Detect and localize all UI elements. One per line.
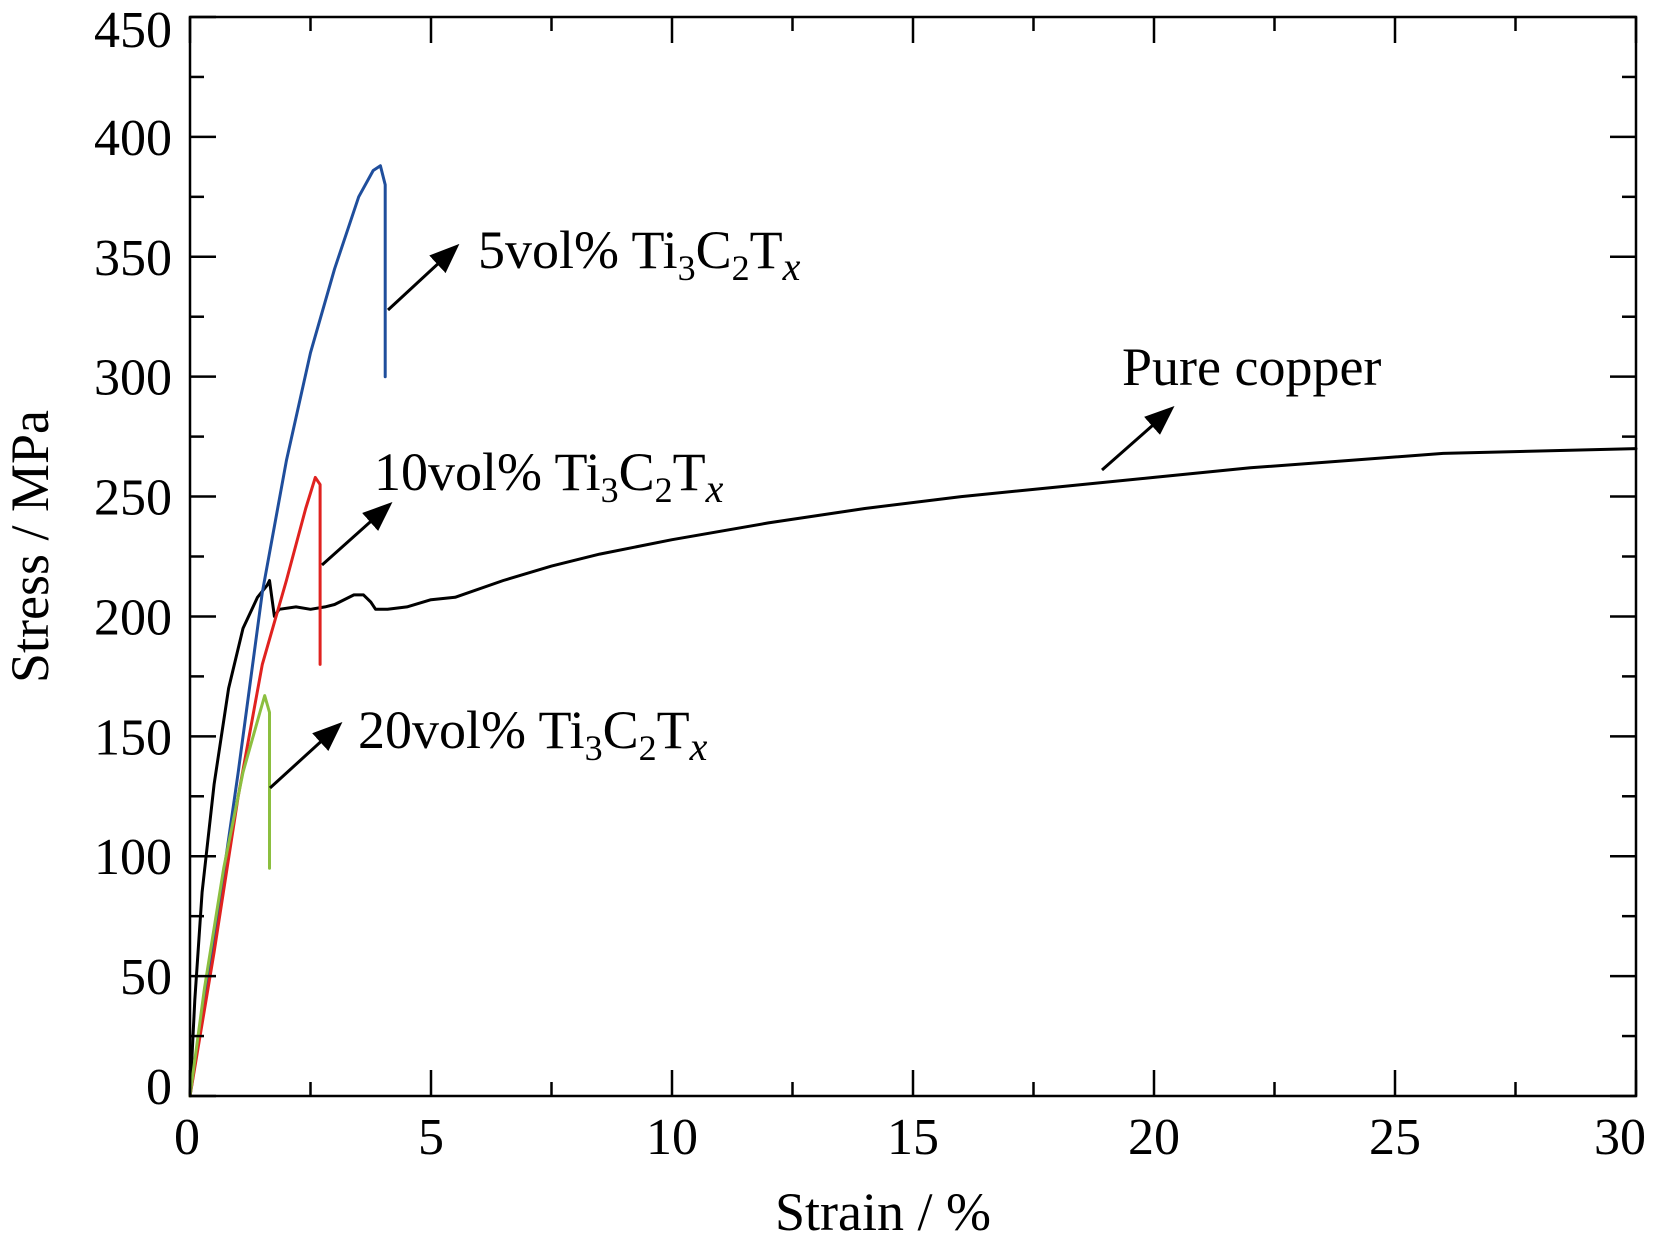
y-tick-label: 450 [94, 2, 172, 59]
y-tick-label: 250 [94, 470, 172, 527]
label-20vol: 20vol% Ti3C2Tx [358, 700, 708, 769]
series-line-1 [188, 164, 387, 1098]
label-20vol-main: 20vol% Ti [358, 700, 585, 760]
label-5vol-sub1: 3 [678, 248, 696, 288]
arrow-20vol [268, 721, 343, 790]
arrow-5vol [386, 243, 460, 312]
label-10vol-sub1: 3 [601, 470, 619, 510]
arrow-10vol [321, 502, 393, 567]
label-5vol-main: 5vol% Ti [478, 220, 678, 280]
label-5vol-sub3: x [782, 244, 801, 289]
y-tick-label: 400 [94, 110, 172, 167]
label-10vol-main: 10vol% Ti [374, 442, 601, 502]
x-tick-label: 5 [418, 1109, 444, 1166]
label-5vol-mid2: T [750, 220, 783, 280]
y-tick-label: 100 [94, 829, 172, 886]
y-tick-label: 150 [94, 709, 172, 766]
plot-frame [188, 15, 1638, 1098]
label-5vol-mid1: C [696, 220, 732, 280]
label-10vol-sub3: x [705, 466, 724, 511]
x-tick-label: 25 [1369, 1109, 1421, 1166]
label-20vol-mid1: C [603, 700, 639, 760]
y-axis-title: Stress / MPa [0, 410, 60, 683]
label-5vol-sub2: 2 [732, 248, 750, 288]
x-tick-label: 30 [1594, 1109, 1646, 1166]
label-20vol-sub2: 2 [639, 728, 657, 768]
ticks-layer [188, 15, 1638, 1098]
label-10vol-mid2: T [673, 442, 706, 502]
y-tick-label: 200 [94, 589, 172, 646]
series-layer [188, 164, 1638, 1098]
label-5vol: 5vol% Ti3C2Tx [478, 220, 801, 289]
label-10vol: 10vol% Ti3C2Tx [374, 442, 724, 511]
label-20vol-sub1: 3 [585, 728, 603, 768]
y-tick-label: 350 [94, 230, 172, 287]
series-line-2 [188, 475, 322, 1098]
y-tick-label: 50 [120, 949, 172, 1006]
arrow-pure-copper [1101, 406, 1175, 472]
x-tick-label: 20 [1128, 1109, 1180, 1166]
label-10vol-sub2: 2 [655, 470, 673, 510]
x-tick-label: 15 [887, 1109, 939, 1166]
x-tick-label: 0 [174, 1109, 200, 1166]
label-20vol-sub3: x [689, 724, 708, 769]
label-20vol-mid2: T [657, 700, 690, 760]
x-axis-title: Strain / % [775, 1182, 991, 1236]
y-tick-label: 300 [94, 350, 172, 407]
label-10vol-mid1: C [619, 442, 655, 502]
y-tick-label: 0 [146, 1059, 172, 1116]
x-tick-label: 10 [646, 1109, 698, 1166]
series-line-3 [188, 694, 271, 1098]
label-pure-copper: Pure copper [1122, 337, 1381, 397]
series-line-0 [188, 447, 1638, 1098]
